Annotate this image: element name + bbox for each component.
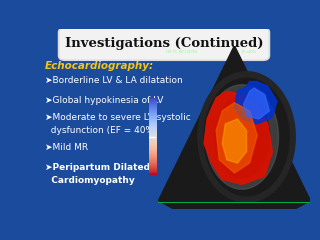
Polygon shape (204, 91, 272, 184)
Text: Investigations (Continued): Investigations (Continued) (65, 37, 263, 50)
Text: ➤Mild MR: ➤Mild MR (45, 143, 88, 152)
FancyBboxPatch shape (59, 28, 269, 60)
Text: ➤Moderate to severe LV systolic: ➤Moderate to severe LV systolic (45, 113, 191, 122)
Polygon shape (216, 103, 257, 173)
Polygon shape (222, 119, 247, 163)
Polygon shape (204, 78, 289, 196)
Text: Cardiomyopathy: Cardiomyopathy (45, 176, 135, 185)
Text: ➤Global hypokinesia of LV: ➤Global hypokinesia of LV (45, 96, 163, 105)
Polygon shape (234, 82, 277, 124)
Text: ➤Borderline LV & LA dilatation: ➤Borderline LV & LA dilatation (45, 76, 183, 85)
Text: HR 75  BP 120/80: HR 75 BP 120/80 (166, 50, 197, 54)
Polygon shape (198, 72, 295, 202)
Text: EF=40%: EF=40% (242, 50, 257, 54)
Polygon shape (215, 96, 269, 178)
Polygon shape (158, 46, 310, 209)
Text: dysfunction (EF = 40%): dysfunction (EF = 40%) (45, 126, 157, 135)
Polygon shape (205, 85, 278, 189)
Text: ➤Peripartum Dilated: ➤Peripartum Dilated (45, 163, 150, 172)
Text: Echocardiography:: Echocardiography: (45, 61, 154, 71)
Polygon shape (244, 88, 269, 119)
